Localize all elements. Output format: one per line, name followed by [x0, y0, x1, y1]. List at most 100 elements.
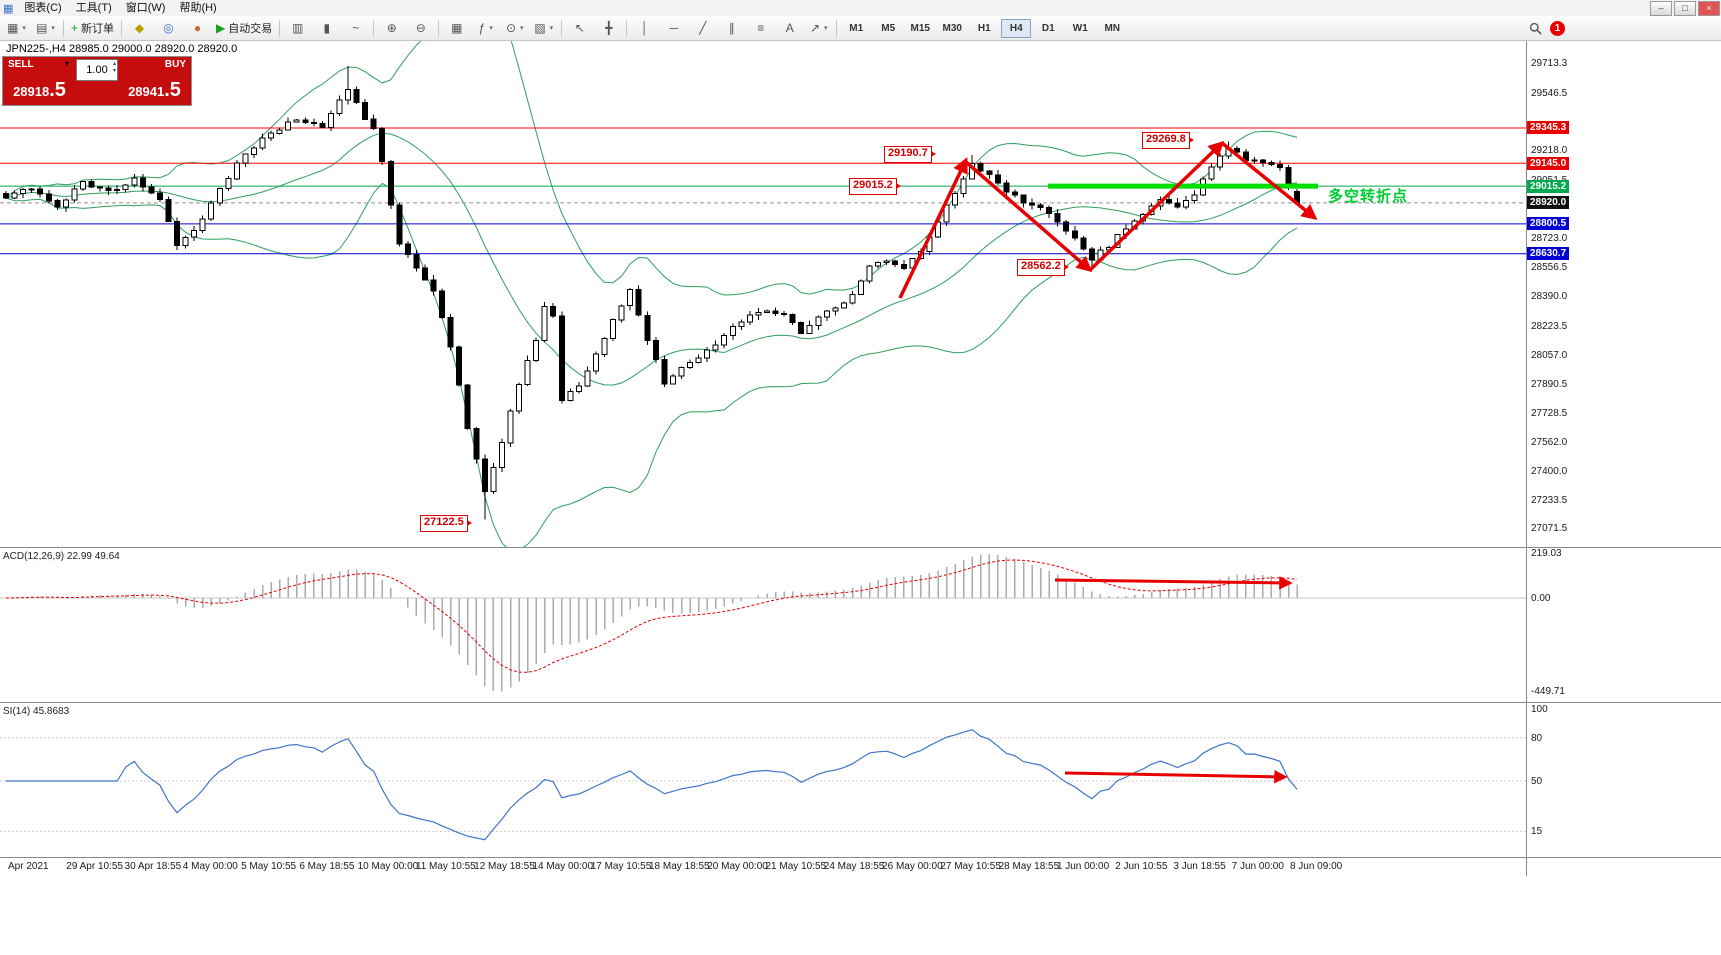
- time-label: 29 Apr 10:55: [66, 861, 123, 872]
- signals-icon[interactable]: ●: [184, 17, 211, 39]
- candlestick-chart-icon[interactable]: ▮: [313, 17, 340, 39]
- time-label: 18 May 18:55: [648, 861, 710, 872]
- toolbar-separator: [373, 19, 375, 37]
- chevron-down-icon: ▾: [549, 25, 554, 32]
- horizontal-line-icon[interactable]: ─: [660, 17, 687, 39]
- zoom-in-icon[interactable]: ⊕: [378, 17, 405, 39]
- price-tick: 28556.5: [1531, 261, 1568, 273]
- zoom-in-icon: ⊕: [386, 21, 397, 35]
- oneclick-dropdown-icon[interactable]: ▾: [65, 59, 70, 68]
- macd-panel[interactable]: [0, 548, 1526, 703]
- line-chart-icon[interactable]: ~: [342, 17, 369, 39]
- autotrading-button[interactable]: ▶ 自动交易: [213, 17, 275, 39]
- time-label: 7 Jun 00:00: [1231, 861, 1284, 872]
- templates-icon: ▧: [534, 21, 546, 35]
- price-callout: 29190.7: [884, 146, 936, 163]
- rsi-scale-label: 15: [1531, 826, 1543, 838]
- cursor-icon[interactable]: ↖: [566, 17, 593, 39]
- text-icon[interactable]: A: [776, 17, 803, 39]
- timeframe-h4-button[interactable]: H4: [1001, 18, 1032, 38]
- volume-input[interactable]: 1.00 ▴ ▾: [76, 59, 118, 81]
- restore-button[interactable]: □: [1674, 1, 1696, 16]
- one-click-trading-panel: ▾ SELL 28918.5 1.00 ▴ ▾ BUY 28941.5: [2, 56, 192, 106]
- toolbar-separator: [121, 19, 123, 37]
- toolbar-separator: [438, 19, 440, 37]
- tile-windows-icon[interactable]: ▦: [443, 17, 470, 39]
- chevron-down-icon: ▾: [520, 25, 524, 32]
- indicators-icon[interactable]: ƒ ▾: [472, 17, 499, 39]
- macd-scale-label: 0.00: [1531, 593, 1551, 604]
- timeframe-d1-button[interactable]: D1: [1041, 22, 1055, 34]
- price-callout: 29015.2: [849, 178, 901, 195]
- menu-tools[interactable]: 工具(T): [75, 2, 112, 14]
- vertical-line-icon[interactable]: │: [631, 17, 658, 39]
- arrows-icon[interactable]: ↗ ▾: [805, 17, 832, 39]
- time-label: 3 Jun 18:55: [1173, 861, 1226, 872]
- zoom-out-icon[interactable]: ⊖: [407, 17, 434, 39]
- pane-separator[interactable]: [0, 547, 1721, 548]
- pane-separator[interactable]: [0, 702, 1721, 703]
- timeframe-m5-button[interactable]: M5: [881, 22, 896, 34]
- trendline-icon[interactable]: ╱: [689, 17, 716, 39]
- toolbar-separator: [279, 19, 281, 37]
- crosshair-icon: ╋: [605, 21, 613, 35]
- metaeditor-icon[interactable]: ◆: [126, 17, 153, 39]
- timeframe-m15-button[interactable]: M15: [910, 22, 930, 34]
- text-icon: A: [785, 21, 794, 35]
- horizontal-line-icon: ─: [669, 21, 678, 35]
- price-tick: 28723.0: [1531, 232, 1568, 244]
- bar-chart-icon[interactable]: ▥: [284, 17, 311, 39]
- timeframe-m1-button[interactable]: M1: [849, 22, 864, 34]
- price-tick: 28057.0: [1531, 349, 1568, 361]
- buy-label: BUY: [164, 59, 186, 70]
- price-tick: 27562.0: [1531, 436, 1568, 448]
- time-label: Apr 2021: [8, 861, 49, 872]
- price-tick: 29546.5: [1531, 87, 1568, 99]
- search-icon[interactable]: [1522, 17, 1549, 39]
- close-button[interactable]: ×: [1698, 1, 1720, 16]
- sell-button[interactable]: SELL 28918.5: [3, 57, 76, 105]
- time-label: 2 Jun 10:55: [1115, 861, 1168, 872]
- timeframe-m30-button[interactable]: M30: [942, 22, 962, 34]
- menu-window[interactable]: 窗口(W): [125, 2, 166, 14]
- indicators-icon: ƒ: [478, 21, 486, 35]
- buy-button[interactable]: BUY 28941.5: [118, 57, 191, 105]
- new-chart-icon: ▦: [7, 21, 19, 35]
- periods-icon: ⊙: [505, 21, 517, 35]
- time-label: 20 May 00:00: [707, 861, 768, 872]
- menu-chart[interactable]: 图表(C): [24, 2, 62, 14]
- sell-label: SELL: [8, 59, 34, 70]
- volume-stepper[interactable]: ▴ ▾: [112, 61, 116, 74]
- periods-icon[interactable]: ⊙ ▾: [501, 17, 528, 39]
- price-tick: 27400.0: [1531, 465, 1568, 477]
- chevron-down-icon: ▾: [824, 25, 828, 32]
- menu-help[interactable]: 帮助(H): [179, 2, 217, 14]
- minimize-button[interactable]: –: [1650, 1, 1672, 16]
- new-chart-icon[interactable]: ▦ ▾: [3, 17, 30, 39]
- chevron-down-icon: ▾: [51, 25, 55, 32]
- price-callout: 28562.2: [1017, 259, 1069, 276]
- candlestick-chart-icon: ▮: [323, 21, 331, 35]
- channel-icon[interactable]: ∥: [718, 17, 745, 39]
- price-badge: 29015.2: [1527, 179, 1570, 193]
- timeframe-mn-button[interactable]: MN: [1104, 22, 1121, 34]
- timeframe-w1-button[interactable]: W1: [1072, 22, 1088, 34]
- price-badge: 28630.7: [1527, 247, 1570, 261]
- new-order-button[interactable]: + 新订单: [68, 17, 117, 39]
- time-label: 4 May 00:00: [182, 861, 238, 872]
- rsi-panel[interactable]: [0, 703, 1526, 858]
- notification-badge[interactable]: 1: [1550, 20, 1565, 36]
- market-icon: ◎: [163, 21, 174, 35]
- rsi-scale-label: 80: [1531, 732, 1543, 744]
- trendline-icon: ╱: [699, 21, 707, 35]
- arrows-icon: ↗: [809, 21, 821, 35]
- templates-icon[interactable]: ▧ ▾: [530, 17, 557, 39]
- profiles-icon[interactable]: ▤ ▾: [32, 17, 59, 39]
- fibonacci-icon[interactable]: ≡: [747, 17, 774, 39]
- time-label: 1 Jun 00:00: [1056, 861, 1110, 872]
- crosshair-icon[interactable]: ╋: [595, 17, 622, 39]
- time-label: 12 May 18:55: [474, 861, 535, 872]
- main-chart[interactable]: [0, 40, 1526, 548]
- timeframe-h1-button[interactable]: H1: [977, 22, 991, 34]
- market-icon[interactable]: ◎: [155, 17, 182, 39]
